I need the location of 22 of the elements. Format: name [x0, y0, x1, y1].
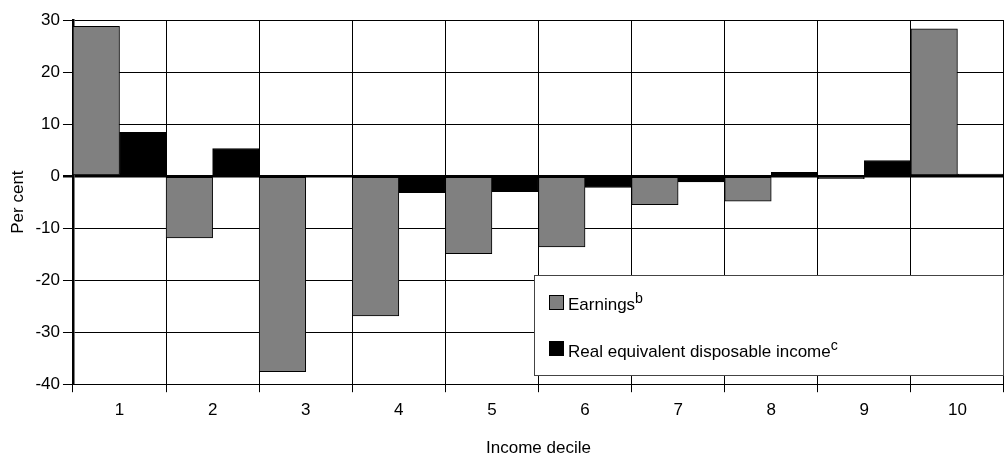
x-tick-label: 9: [859, 400, 870, 420]
y-tick-label: -10: [35, 217, 60, 237]
x-tick-label: 10: [947, 400, 967, 420]
x-axis-title: Income decile: [486, 438, 591, 458]
legend-label: Earnings$^{b}$: [568, 289, 643, 315]
x-tick-label: 8: [766, 400, 776, 420]
y-tick-label: 10: [41, 113, 60, 133]
legend-label: Real equivalent disposable income$^{c}$: [568, 336, 838, 362]
x-tick-label: 6: [580, 400, 590, 420]
y-tick-label: 30: [41, 9, 60, 29]
x-tick-label: 5: [487, 400, 497, 420]
x-tick-label: 4: [394, 400, 404, 420]
y-tick-label: 0: [50, 165, 60, 185]
x-tick-label: 3: [300, 400, 311, 420]
y-tick-label: 20: [41, 61, 60, 81]
y-axis-title: Per cent: [7, 170, 27, 234]
y-tick-label: -40: [35, 373, 60, 393]
x-tick-label: 2: [207, 400, 218, 420]
y-tick-label: -20: [35, 269, 60, 289]
x-tick-label: 7: [673, 400, 683, 420]
y-tick-label: -30: [35, 321, 60, 341]
x-tick-label: 1: [114, 400, 125, 420]
